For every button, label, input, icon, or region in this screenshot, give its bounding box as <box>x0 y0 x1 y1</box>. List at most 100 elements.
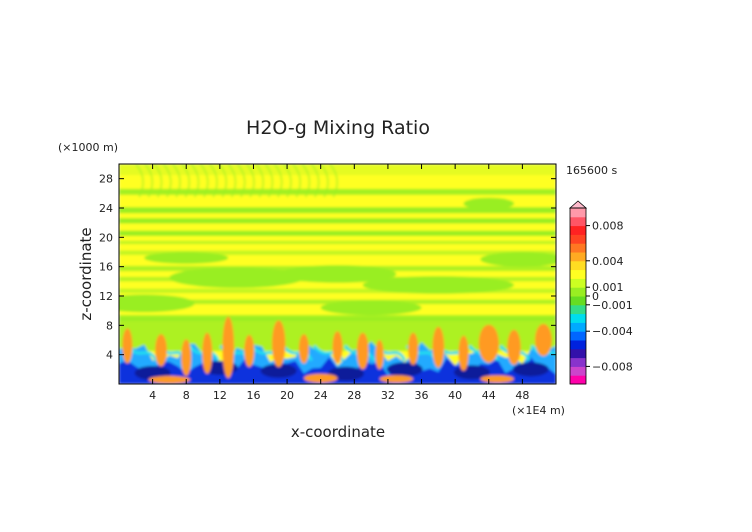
streak <box>255 164 265 198</box>
x-tick-label: 28 <box>347 389 361 402</box>
y-tick-label: 16 <box>99 261 113 274</box>
moist-plume <box>480 375 514 383</box>
colorbar-segment <box>570 375 586 385</box>
green-patch <box>463 197 514 210</box>
colorbar-segment <box>570 304 586 315</box>
moist-plume <box>244 334 255 368</box>
streak <box>319 164 329 198</box>
x-unit-label: (×1E4 m) <box>512 404 565 417</box>
dry-core <box>512 362 549 377</box>
streak <box>153 164 163 198</box>
moist-plume <box>408 332 419 365</box>
x-tick-label: 16 <box>246 389 260 402</box>
colorbar-segment <box>570 260 586 271</box>
dry-core <box>260 363 297 378</box>
x-tick-label: 40 <box>448 389 462 402</box>
green-patch <box>320 300 422 316</box>
streak <box>208 164 218 198</box>
green-patch <box>119 294 195 313</box>
time-label: 165600 s <box>566 164 617 177</box>
x-tick-label: 32 <box>381 389 395 402</box>
streak <box>135 164 145 198</box>
green-patch <box>480 252 556 267</box>
streak <box>172 164 182 198</box>
moist-plume <box>181 339 192 376</box>
green-band <box>119 230 556 236</box>
streak <box>218 164 228 198</box>
moist-plume <box>375 340 384 370</box>
colorbar-segment <box>570 287 586 297</box>
streak <box>264 164 274 198</box>
green-patch <box>169 267 304 288</box>
colorbar-segment <box>570 340 586 350</box>
heatmap-field <box>119 164 556 384</box>
green-band <box>119 207 556 214</box>
green-band <box>119 164 556 175</box>
colorbar-segment <box>570 296 586 306</box>
streak <box>310 164 320 198</box>
x-tick-label: 48 <box>515 389 529 402</box>
green-band <box>119 288 556 294</box>
streak <box>236 164 246 198</box>
streak <box>199 164 209 198</box>
x-tick-label: 8 <box>183 389 190 402</box>
moist-plume <box>356 332 369 370</box>
colorbar-segment <box>570 278 586 288</box>
moist-plume <box>202 332 213 374</box>
colorbar-segment <box>570 348 586 359</box>
x-tick-label: 20 <box>280 389 294 402</box>
x-axis-label: x-coordinate <box>291 423 385 441</box>
green-patch <box>278 265 397 283</box>
y-tick-label: 24 <box>99 202 113 215</box>
colorbar-segment <box>570 208 586 218</box>
colorbar-segment <box>570 234 586 244</box>
y-tick-label: 8 <box>106 319 113 332</box>
y-axis: 4 8 12 16 20 24 28 <box>99 173 556 362</box>
y-tick-label: 4 <box>106 349 113 362</box>
streak <box>282 164 292 198</box>
chart-title: H2O-g Mixing Ratio <box>246 117 430 139</box>
moist-plume <box>122 328 133 364</box>
moist-plume <box>332 331 343 364</box>
x-axis: 4 8 12 16 20 24 28 32 36 40 44 48 <box>149 164 529 402</box>
x-tick-label: 44 <box>482 389 496 402</box>
moist-plume <box>458 335 469 371</box>
colorbar-segment <box>570 331 586 341</box>
streak <box>329 164 339 198</box>
dry-core <box>386 362 423 377</box>
colorbar-tick-label: −0.008 <box>592 360 633 373</box>
green-band <box>119 299 556 305</box>
streak <box>301 164 311 198</box>
colorbar-segment <box>570 252 586 262</box>
colorbar-segment <box>570 366 586 376</box>
x-tick-label: 24 <box>314 389 328 402</box>
colorbar-tick-label: −0.001 <box>592 299 633 312</box>
colorbar-segment <box>570 313 586 323</box>
colorbar-segment <box>570 225 586 235</box>
moist-plume <box>303 373 338 383</box>
colorbar-segment <box>570 357 586 367</box>
streak <box>245 164 255 198</box>
green-band <box>119 218 556 224</box>
colorbar-tick-label: −0.004 <box>592 325 633 338</box>
colorbar-cap <box>568 200 588 209</box>
moist-plume <box>155 334 167 367</box>
green-patch <box>362 276 514 294</box>
green-band <box>119 188 556 195</box>
streak <box>292 164 302 198</box>
moist-plume <box>148 375 191 384</box>
green-patch <box>144 252 229 264</box>
x-tick-label: 4 <box>149 389 156 402</box>
x-tick-label: 12 <box>213 389 227 402</box>
moist-plume <box>379 375 414 383</box>
y-axis-label: z-coordinate <box>77 227 95 320</box>
moist-plume <box>298 334 309 364</box>
colorbar-tick-label: 0 <box>592 290 599 303</box>
moist-plume <box>507 329 521 365</box>
colorbar-tick-label: 0.008 <box>592 220 624 233</box>
moist-plume <box>478 324 499 363</box>
y-unit-label: (×1000 m) <box>58 141 118 154</box>
green-band <box>119 241 556 244</box>
